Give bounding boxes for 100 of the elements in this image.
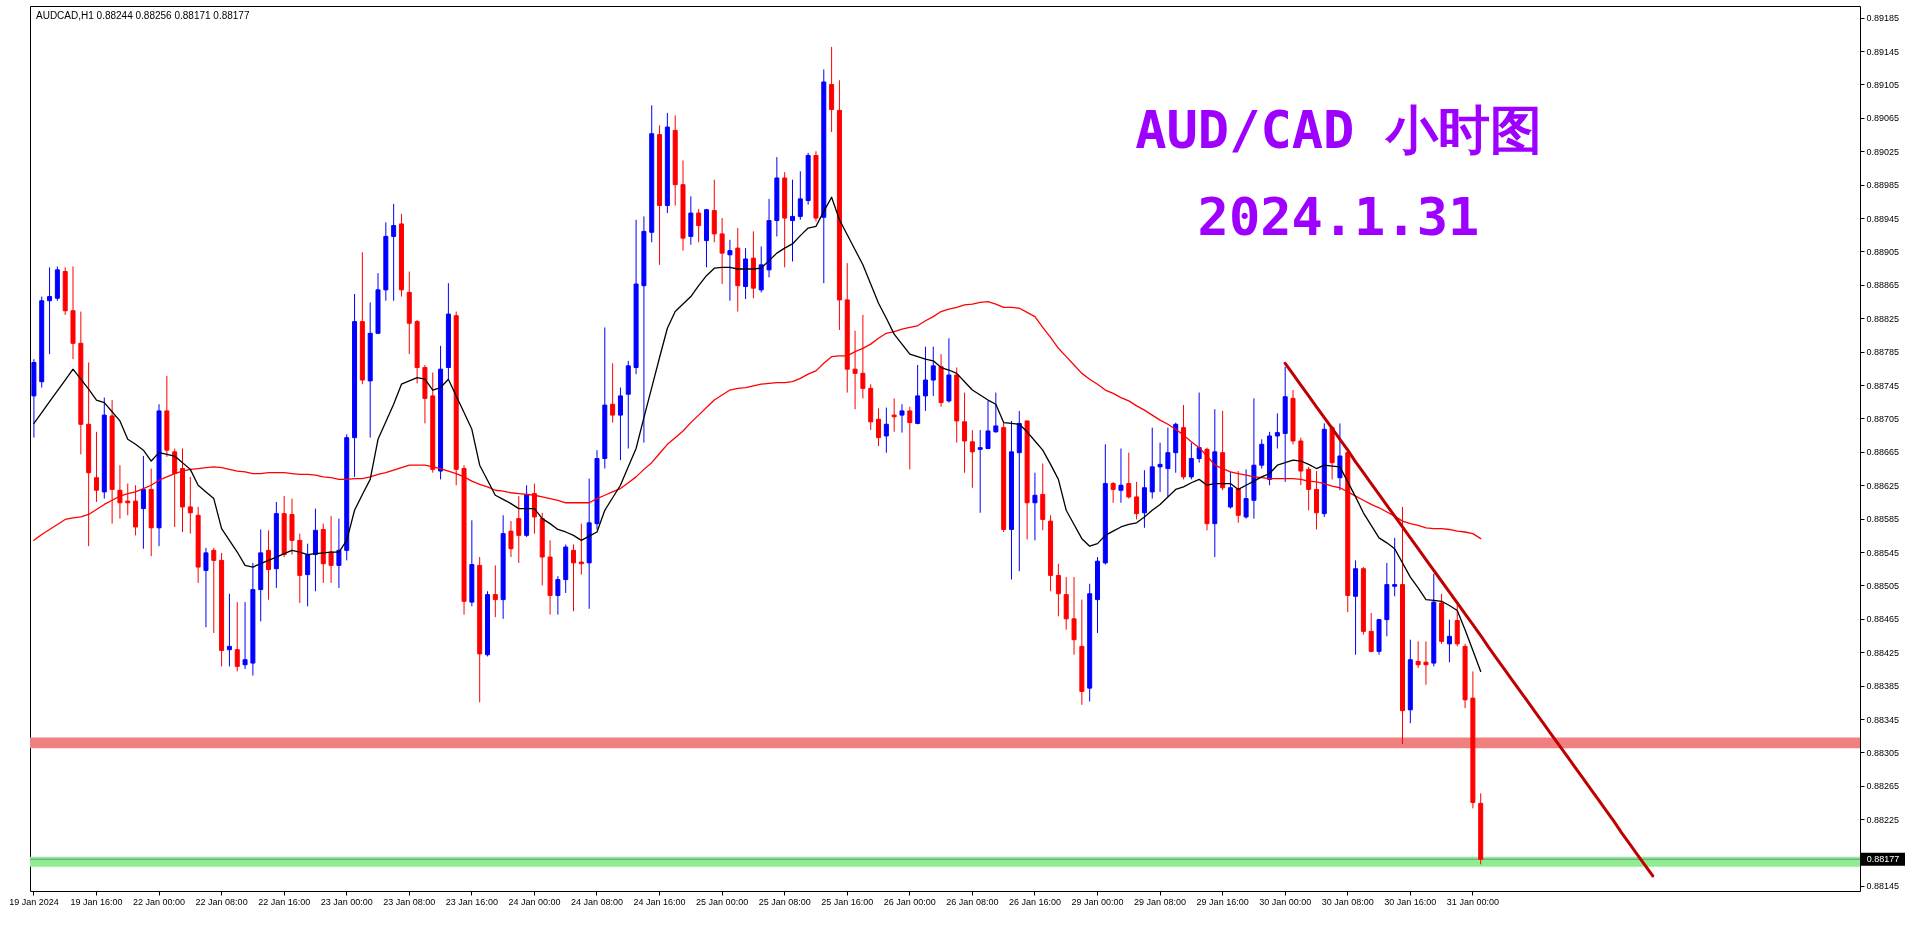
x-tick-label: 30 Jan 00:00 <box>1259 896 1312 907</box>
line-series <box>33 196 1482 673</box>
x-tick-label: 22 Jan 16:00 <box>258 896 311 907</box>
y-tick-label: 0.88865 <box>1866 280 1900 291</box>
candlestick <box>1110 481 1116 504</box>
candlestick <box>234 601 240 672</box>
text: AUD/CAD 小时图 <box>1135 100 1542 160</box>
candlestick <box>1126 452 1132 500</box>
x-tick-label: 23 Jan 08:00 <box>383 896 436 907</box>
y-tick-label: 0.89105 <box>1866 79 1900 90</box>
candlestick <box>516 495 522 564</box>
x-tick-label: 31 Jan 00:00 <box>1446 896 1499 907</box>
x-tick-label: 25 Jan 00:00 <box>696 896 749 907</box>
y-tick-label: 0.88985 <box>1866 180 1900 191</box>
candlestick <box>336 518 342 589</box>
candlestick <box>1423 640 1429 686</box>
candlestick <box>1165 427 1171 498</box>
candlestick <box>790 179 795 262</box>
candlestick <box>1274 412 1280 449</box>
candlestick <box>617 387 623 461</box>
candlestick <box>891 397 897 433</box>
candlestick <box>907 406 913 470</box>
candlestick <box>899 403 905 434</box>
annotation: AUDCAD,H1 0.88244 0.88256 0.88171 0.88177 <box>36 10 250 21</box>
candlestick <box>719 217 725 285</box>
x-tick-label: 19 Jan 2024 <box>9 896 59 907</box>
y-tick-label: 0.88625 <box>1866 480 1900 491</box>
x-tick-label: 22 Jan 00:00 <box>133 896 186 907</box>
x-tick-label: 24 Jan 00:00 <box>508 896 561 907</box>
candlestick <box>1243 468 1249 520</box>
y-tick-label: 0.88745 <box>1866 380 1900 391</box>
y-tick-label: 0.88425 <box>1866 647 1900 658</box>
y-tick-label: 0.89065 <box>1866 113 1900 124</box>
candlestick <box>610 362 616 424</box>
line-series <box>1283 361 1655 878</box>
y-tick-label: 0.88345 <box>1866 714 1900 725</box>
candlestick <box>797 170 803 221</box>
y-tick-label: 0.88785 <box>1866 347 1900 358</box>
candlestick <box>1227 471 1233 510</box>
text: 2024.1.31 <box>1197 187 1480 247</box>
candlestick <box>1071 576 1077 656</box>
y-tick-label: 0.88225 <box>1866 814 1900 825</box>
x-tick-label: 26 Jan 00:00 <box>883 896 936 907</box>
candlestick <box>47 266 53 355</box>
y-tick-label: 0.88505 <box>1866 580 1900 591</box>
candlestick <box>1134 481 1140 520</box>
candlestick <box>125 483 131 516</box>
candlestick <box>172 448 178 528</box>
candlestick <box>578 523 584 576</box>
x-tick-label: 25 Jan 16:00 <box>821 896 874 907</box>
x-tick-label: 29 Jan 00:00 <box>1071 896 1124 907</box>
candlestick <box>305 543 311 607</box>
x-tick-label: 29 Jan 08:00 <box>1134 896 1187 907</box>
x-tick-label: 26 Jan 16:00 <box>1008 896 1061 907</box>
candlestick <box>1392 537 1398 597</box>
candlestick <box>203 547 209 628</box>
y-tick-label: 0.88305 <box>1866 747 1900 758</box>
candlestick <box>696 208 702 243</box>
x-tick-label: 25 Jan 08:00 <box>758 896 811 907</box>
y-tick-label: 0.88825 <box>1866 313 1900 324</box>
x-tick-label: 19 Jan 16:00 <box>70 896 123 907</box>
candlestick <box>1415 640 1421 669</box>
y-tick-label: 0.88465 <box>1866 614 1900 625</box>
candlestick <box>140 455 146 550</box>
candlestick <box>391 203 397 302</box>
candlestick <box>993 392 999 434</box>
candlestick <box>1259 438 1265 470</box>
x-tick-label: 29 Jan 16:00 <box>1196 896 1249 907</box>
y-tick-label: 0.88145 <box>1866 881 1900 892</box>
candlestick <box>1446 619 1452 663</box>
candlestick <box>727 239 733 302</box>
candlestick <box>985 400 991 450</box>
candlestick <box>211 547 217 634</box>
y-tick-label: 0.88265 <box>1866 781 1900 792</box>
x-tick-label: 24 Jan 08:00 <box>570 896 624 907</box>
y-tick-label: 0.88665 <box>1866 447 1900 458</box>
candlestick <box>883 407 889 454</box>
candlestick <box>852 330 858 410</box>
candlestick <box>1118 448 1124 504</box>
candlestick <box>1368 612 1374 653</box>
candlestick <box>1032 472 1038 541</box>
candlestick <box>977 429 983 514</box>
candlestick <box>876 407 882 447</box>
x-tick-label: 24 Jan 16:00 <box>633 896 686 907</box>
candlestick <box>930 346 936 397</box>
candlestick <box>187 476 193 535</box>
candlestick <box>555 575 561 616</box>
x-tick-label: 23 Jan 00:00 <box>320 896 373 907</box>
candlestick <box>328 515 334 584</box>
y-tick-label: 0.89185 <box>1866 13 1900 24</box>
candlestick <box>1313 470 1319 530</box>
candlestick <box>266 529 272 601</box>
candlestick <box>922 346 928 412</box>
candlestick <box>1157 442 1163 493</box>
ref-line-label: 0.88177 <box>1866 854 1900 865</box>
x-tick-label: 30 Jan 08:00 <box>1321 896 1374 907</box>
candlestick <box>226 593 232 667</box>
candlestick <box>1454 604 1460 647</box>
y-tick-label: 0.88385 <box>1866 681 1900 692</box>
candlestick <box>1337 422 1343 491</box>
